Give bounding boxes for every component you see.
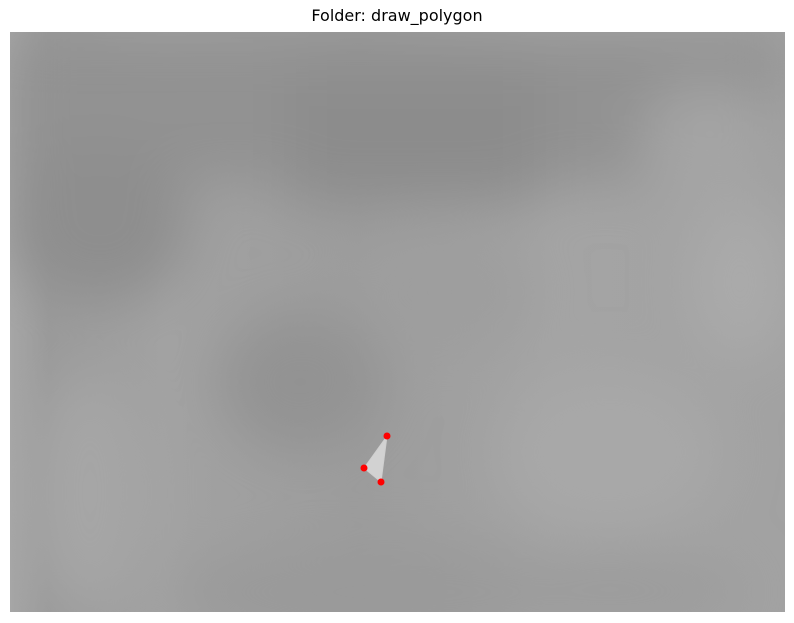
- polygon-vertex-1[interactable]: [383, 432, 391, 440]
- canvas-svg: [10, 32, 785, 612]
- polygon-vertex-3[interactable]: [377, 478, 385, 486]
- image-canvas[interactable]: [10, 32, 785, 612]
- folder-title: Folder: draw_polygon: [311, 6, 483, 25]
- background-blotches: [10, 32, 785, 612]
- polygon-vertex-2[interactable]: [360, 464, 368, 472]
- drawn-polygon[interactable]: [363, 435, 388, 483]
